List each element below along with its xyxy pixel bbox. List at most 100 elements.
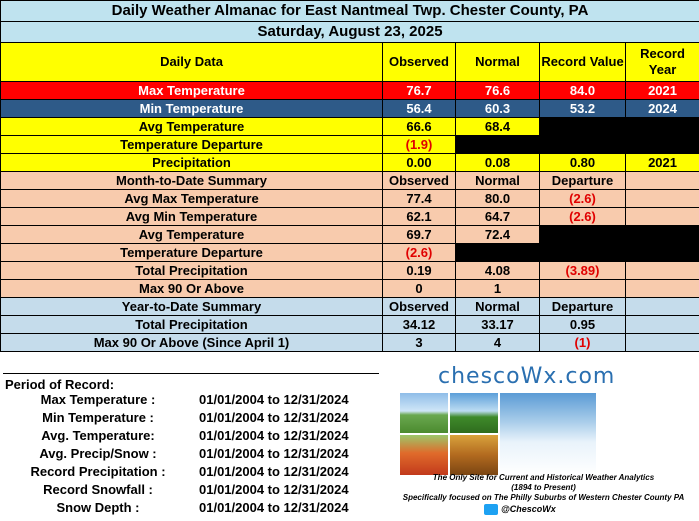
period-range: 01/01/2004 to 12/31/2024 <box>199 428 349 443</box>
blank-cell <box>456 244 699 262</box>
col-record-value: Record Value <box>540 43 626 82</box>
spring-image <box>400 393 448 433</box>
observed-value: 0.19 <box>383 262 456 280</box>
table-row: Min Temperature 56.4 60.3 53.2 2024 <box>1 100 699 118</box>
tagline-focus: Specifically focused on The Philly Subur… <box>388 493 699 502</box>
page-title: Daily Weather Almanac for East Nantmeal … <box>1 1 699 22</box>
normal-value: 60.3 <box>456 100 540 118</box>
col-observed: Observed <box>383 43 456 82</box>
ytd-header-row: Year-to-Date Summary Observed Normal Dep… <box>1 298 699 316</box>
table-row: Avg Min Temperature 62.1 64.7 (2.6) <box>1 208 699 226</box>
list-item: Avg. Precip/Snow : 01/01/2004 to 12/31/20… <box>3 446 379 464</box>
brand-name: chescoWx.com <box>438 364 615 389</box>
departure-value: 0.95 <box>540 316 626 334</box>
col-normal: Normal <box>456 172 540 190</box>
normal-value: 76.6 <box>456 82 540 100</box>
observed-value: 0 <box>383 280 456 298</box>
tagline: The Only Site for Current and Historical… <box>388 473 699 482</box>
autumn-image <box>400 435 448 475</box>
period-label: Avg. Precip/Snow : <box>3 446 193 461</box>
table-row: Avg Max Temperature 77.4 80.0 (2.6) <box>1 190 699 208</box>
date-header: Saturday, August 23, 2025 <box>1 22 699 43</box>
blank-cell <box>626 316 699 334</box>
row-label: Avg Max Temperature <box>1 190 383 208</box>
period-range: 01/01/2004 to 12/31/2024 <box>199 464 349 479</box>
period-label: Snow Depth : <box>3 500 193 515</box>
normal-value: 80.0 <box>456 190 540 208</box>
row-label: Avg Temperature <box>1 226 383 244</box>
almanac-table: Daily Weather Almanac for East Nantmeal … <box>0 0 699 352</box>
fall-image <box>450 435 498 475</box>
row-label: Avg Temperature <box>1 118 383 136</box>
observed-value: 69.7 <box>383 226 456 244</box>
period-label: Avg. Temperature: <box>3 428 193 443</box>
table-row: Max Temperature 76.7 76.6 84.0 2021 <box>1 82 699 100</box>
blank-cell <box>626 334 699 352</box>
period-range: 01/01/2004 to 12/31/2024 <box>199 410 349 425</box>
period-label: Max Temperature : <box>3 392 193 407</box>
blank-cell <box>540 226 699 244</box>
list-item: Record Snowfall : 01/01/2004 to 12/31/202… <box>3 482 379 500</box>
section-label: Month-to-Date Summary <box>1 172 383 190</box>
departure-value: (3.89) <box>540 262 626 280</box>
mtd-header-row: Month-to-Date Summary Observed Normal De… <box>1 172 699 190</box>
table-row: Temperature Departure (1.9) <box>1 136 699 154</box>
blank-cell <box>626 262 699 280</box>
tagline-years: (1894 to Present) <box>388 483 699 492</box>
col-normal: Normal <box>456 43 540 82</box>
record-value: 53.2 <box>540 100 626 118</box>
list-item: Max Temperature :01/01/2004 to 12/31/202… <box>3 392 379 410</box>
row-label: Temperature Departure <box>1 136 383 154</box>
list-item: Min Temperature : 01/01/2004 to 12/31/202… <box>3 410 379 428</box>
normal-value: 4 <box>456 334 540 352</box>
observed-value: (1.9) <box>383 136 456 154</box>
footer-section: Period of Record: Max Temperature :01/01… <box>0 373 699 520</box>
period-label: Record Snowfall : <box>3 482 193 497</box>
record-value: 84.0 <box>540 82 626 100</box>
table-row: Precipitation 0.00 0.08 0.80 2021 <box>1 154 699 172</box>
table-row: Avg Temperature 66.6 68.4 <box>1 118 699 136</box>
winter-image <box>500 393 596 475</box>
chescowx-logo: chescoWx.com The Only Site for Current a… <box>388 373 699 520</box>
period-range: 01/01/2004 to 12/31/2024 <box>199 482 349 497</box>
row-label: Precipitation <box>1 154 383 172</box>
section-label: Year-to-Date Summary <box>1 298 383 316</box>
table-row: Avg Temperature 69.7 72.4 <box>1 226 699 244</box>
blank-cell <box>626 208 699 226</box>
normal-value: 0.08 <box>456 154 540 172</box>
observed-value: 76.7 <box>383 82 456 100</box>
table-row: Total Precipitation 34.12 33.17 0.95 <box>1 316 699 334</box>
period-label: Min Temperature : <box>3 410 193 425</box>
period-range: 01/01/2004 to 12/31/2024 <box>199 500 349 515</box>
list-item: Record Precipitation :01/01/2004 to 12/3… <box>3 464 379 482</box>
observed-value: (2.6) <box>383 244 456 262</box>
record-year: 2021 <box>626 154 699 172</box>
col-departure: Departure <box>540 298 626 316</box>
period-range: 01/01/2004 to 12/31/2024 <box>199 446 349 461</box>
list-item: Snow Depth : 01/01/2004 to 12/31/2024 <box>3 500 379 518</box>
row-label: Min Temperature <box>1 100 383 118</box>
observed-value: 56.4 <box>383 100 456 118</box>
blank-cell <box>540 118 699 136</box>
col-normal: Normal <box>456 298 540 316</box>
table-row: Total Precipitation 0.19 4.08 (3.89) <box>1 262 699 280</box>
row-label: Total Precipitation <box>1 262 383 280</box>
observed-value: 3 <box>383 334 456 352</box>
blank-cell <box>540 280 626 298</box>
row-label: Avg Min Temperature <box>1 208 383 226</box>
col-record-year: Record Year <box>626 43 699 82</box>
observed-value: 0.00 <box>383 154 456 172</box>
departure-value: (1) <box>540 334 626 352</box>
blank-cell <box>626 190 699 208</box>
normal-value: 33.17 <box>456 316 540 334</box>
normal-value: 4.08 <box>456 262 540 280</box>
period-of-record: Period of Record: Max Temperature :01/01… <box>3 373 379 521</box>
row-label: Max 90 Or Above <box>1 280 383 298</box>
row-label: Temperature Departure <box>1 244 383 262</box>
observed-value: 34.12 <box>383 316 456 334</box>
col-observed: Observed <box>383 172 456 190</box>
record-year: 2024 <box>626 100 699 118</box>
departure-value: (2.6) <box>540 190 626 208</box>
normal-value: 68.4 <box>456 118 540 136</box>
record-year: 2021 <box>626 82 699 100</box>
